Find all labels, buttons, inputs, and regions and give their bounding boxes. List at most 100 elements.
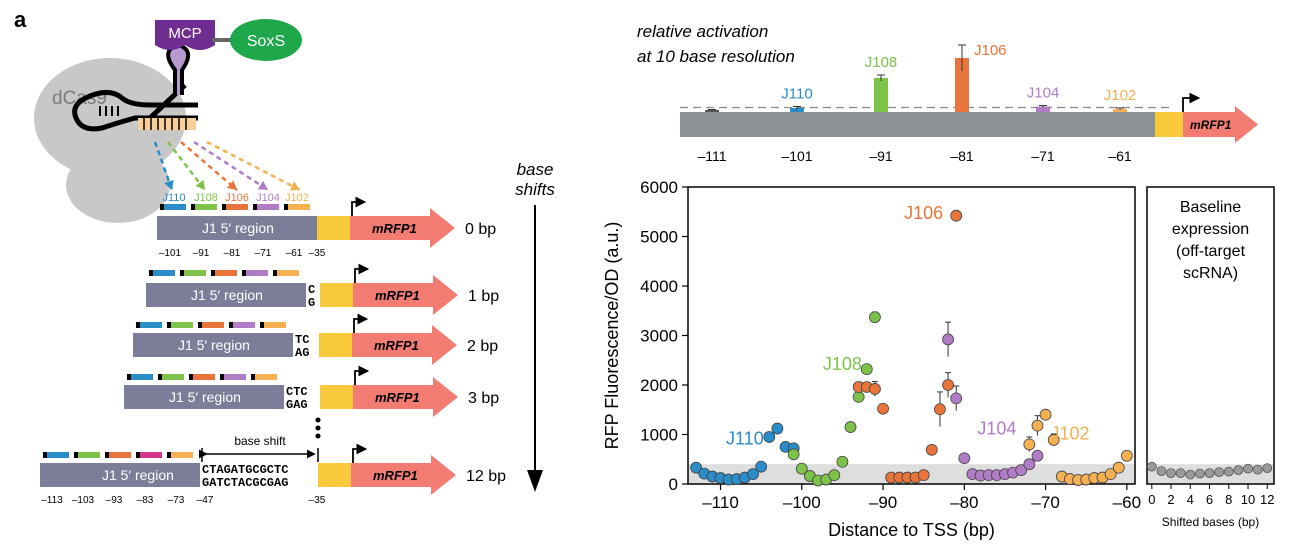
mcp-label: MCP: [168, 25, 201, 42]
site-bar-J106: [202, 322, 224, 328]
base-shifts-arrowhead: [527, 470, 543, 492]
ellipsis-dot: [315, 417, 321, 423]
inset-bar-–61: [1113, 109, 1127, 112]
data-point: [1015, 464, 1028, 477]
inset-title-2: at 10 base resolution: [637, 47, 795, 66]
insert-bottom: GAG: [286, 398, 308, 412]
tss-arrow: [354, 263, 370, 283]
data-point: [950, 209, 963, 222]
site-bar-J106: [226, 204, 248, 210]
tick-label: –101: [159, 248, 182, 259]
series-J104: [942, 321, 1044, 482]
site-bar-mark: [189, 374, 193, 380]
soxs-protein: [230, 19, 302, 61]
main-scatter: 0 1000 2000 3000 4000 5000 6000 –110 –100 –90 –80 –…: [602, 178, 1141, 540]
x-tick-label: –60: [1113, 493, 1141, 512]
x-tick-label: 12: [1260, 492, 1274, 507]
inset-bar-–81: [955, 58, 969, 112]
shift-label: 3 bp: [468, 390, 499, 407]
j1-region: [146, 283, 306, 307]
panel-label: a: [14, 7, 27, 32]
site-bar-J102: [171, 452, 193, 458]
annotation-J106: J106: [904, 203, 943, 223]
j1-region: [40, 463, 200, 487]
site-bar-J104: [246, 270, 268, 276]
inset-bar-–111: [705, 110, 719, 112]
data-point: [942, 379, 954, 391]
inset-bar-–91: [874, 78, 888, 112]
data-point: [828, 469, 841, 481]
site-bar-J104: [233, 322, 255, 328]
series-J102: [1023, 408, 1133, 486]
tick-label: –91: [193, 248, 210, 259]
base-shifts-title-1: base: [517, 160, 554, 179]
site-bar-mark: [253, 204, 257, 210]
x-tick-label: 6: [1206, 492, 1213, 507]
site-bar-J104: [140, 452, 162, 458]
site-label-J108: J108: [194, 192, 218, 204]
data-point: [917, 469, 930, 481]
site-bar-mark: [222, 204, 226, 210]
site-arrow-J106: [180, 141, 238, 191]
site-bar-mark: [191, 204, 195, 210]
dcas9-lobe: [66, 147, 170, 223]
site-bar-J104: [257, 204, 279, 210]
x-tick-label: 2: [1167, 492, 1174, 507]
baseline-title-line: Baseline: [1180, 199, 1241, 216]
site-bar-mark: [251, 374, 255, 380]
data-point: [1156, 466, 1167, 477]
site-bar-J102: [264, 322, 286, 328]
data-point: [1023, 438, 1036, 451]
data-point: [869, 311, 881, 324]
inset-promoter: [1155, 112, 1183, 137]
site-bar-mark: [167, 452, 171, 458]
site-bar-mark: [158, 374, 162, 380]
data-point: [942, 333, 954, 346]
data-point: [1031, 449, 1044, 462]
shift-label: 12 bp: [466, 468, 506, 485]
data-point: [1214, 467, 1225, 478]
ellipsis-dot: [315, 425, 321, 431]
site-bar-mark: [167, 322, 171, 328]
inset-label-J102: J102: [1104, 87, 1137, 104]
site-arrow-J104: [193, 140, 269, 192]
inset-tick-label: –81: [950, 148, 974, 164]
site-bar-mark: [160, 204, 164, 210]
site-label-J110: J110: [162, 192, 185, 204]
insert-bottom: AG: [295, 346, 309, 360]
site-bar-J108: [171, 322, 193, 328]
tick-label: –93: [106, 495, 123, 506]
baseline-title-line: scRNA): [1183, 265, 1238, 282]
y-tick-label: 4000: [640, 277, 678, 296]
site-bar-mark: [136, 452, 140, 458]
tick-label: –103: [72, 495, 95, 506]
inset-label-J104: J104: [1027, 85, 1060, 102]
inset-tick-label: –101: [781, 148, 812, 164]
data-point: [844, 421, 857, 433]
tss-arrow: [352, 443, 368, 463]
insert-top: TC: [295, 333, 309, 347]
site-label-J104: J104: [256, 192, 280, 204]
x-tick-label: –80: [950, 493, 978, 512]
x-tick-label: 10: [1241, 492, 1255, 507]
data-point: [1252, 464, 1263, 475]
site-bar-mark: [127, 374, 131, 380]
insert-top: CTC: [286, 385, 308, 399]
tick-label: –47: [197, 495, 214, 506]
tss-arrow: [354, 365, 370, 385]
inset-label-J108: J108: [865, 54, 898, 71]
site-arrowhead-J106: [226, 180, 237, 190]
site-bar-mark: [74, 452, 78, 458]
tss-arrow: [353, 313, 369, 333]
dcas9-complex: dCas9 MCP SoxS: [34, 19, 302, 223]
shift-label: 1 bp: [468, 288, 499, 305]
inset-tss-arrow: [1182, 92, 1201, 112]
data-point: [934, 403, 946, 416]
site-bar-mark: [180, 270, 184, 276]
inset-tick-label: –71: [1031, 148, 1055, 164]
data-point: [1204, 468, 1215, 479]
site-bar-J102: [255, 374, 277, 380]
x-tick-label: –70: [1031, 493, 1059, 512]
